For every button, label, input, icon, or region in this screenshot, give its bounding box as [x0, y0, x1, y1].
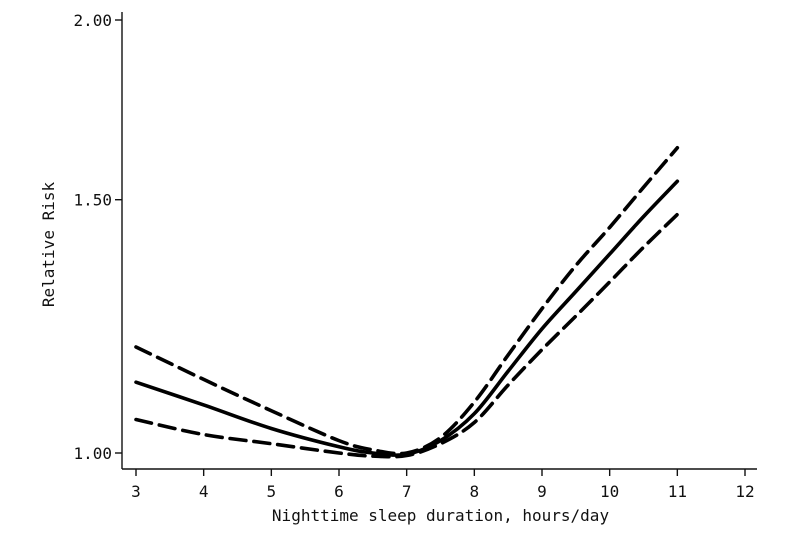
x-tick-label: 6: [334, 482, 344, 501]
x-tick-label: 8: [470, 482, 480, 501]
x-tick-label: 9: [537, 482, 547, 501]
y-tick-label: 1.50: [73, 191, 112, 210]
x-tick-label: 7: [402, 482, 412, 501]
x-tick-label: 10: [600, 482, 619, 501]
x-ticks: 3 4 5 6 7 8 9 10 11 12: [131, 469, 755, 501]
x-axis-title: Nighttime sleep duration, hours/day: [272, 506, 610, 525]
x-tick-label: 12: [735, 482, 754, 501]
estimate-line: [134, 179, 680, 457]
x-tick-label: 5: [267, 482, 277, 501]
series-group: [134, 145, 680, 459]
lower-ci-line: [134, 212, 680, 459]
y-axis-title: Relative Risk: [39, 182, 58, 308]
upper-ci-line: [134, 145, 680, 456]
y-tick-label: 2.00: [73, 11, 112, 30]
y-tick-label: 1.00: [73, 444, 112, 463]
x-tick-label: 11: [668, 482, 687, 501]
axes: [121, 12, 757, 470]
y-ticks: 1.00 1.50 2.00: [73, 11, 122, 463]
x-tick-label: 3: [131, 482, 141, 501]
x-tick-label: 4: [199, 482, 209, 501]
